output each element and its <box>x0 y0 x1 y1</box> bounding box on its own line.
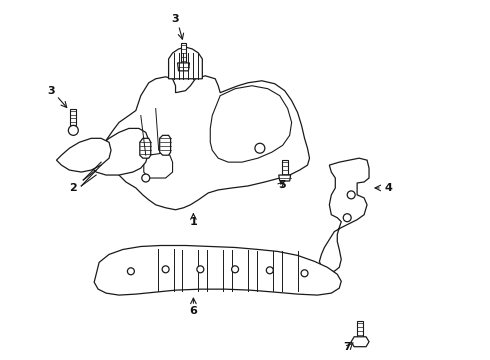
Circle shape <box>255 143 265 153</box>
Circle shape <box>267 267 273 274</box>
Polygon shape <box>357 321 363 337</box>
Polygon shape <box>86 129 149 175</box>
Polygon shape <box>160 135 171 155</box>
Text: 6: 6 <box>190 306 197 316</box>
Circle shape <box>301 270 308 277</box>
Polygon shape <box>210 86 292 162</box>
Polygon shape <box>351 337 369 347</box>
Polygon shape <box>101 76 310 210</box>
Polygon shape <box>56 138 111 172</box>
Polygon shape <box>180 43 187 63</box>
Text: 3: 3 <box>172 14 179 24</box>
Circle shape <box>197 266 204 273</box>
Text: 7: 7 <box>343 342 351 352</box>
Text: 5: 5 <box>278 180 286 190</box>
Text: 2: 2 <box>70 183 77 193</box>
Circle shape <box>343 214 351 222</box>
Text: 4: 4 <box>385 183 393 193</box>
Polygon shape <box>282 160 288 175</box>
Circle shape <box>162 266 169 273</box>
Circle shape <box>127 268 134 275</box>
Polygon shape <box>71 109 76 125</box>
Polygon shape <box>169 47 202 79</box>
Text: 1: 1 <box>190 217 197 227</box>
Text: 3: 3 <box>48 86 55 96</box>
Circle shape <box>142 174 150 182</box>
Polygon shape <box>94 246 341 295</box>
Polygon shape <box>144 152 172 178</box>
Circle shape <box>69 125 78 135</box>
Polygon shape <box>319 158 369 271</box>
Polygon shape <box>279 175 291 181</box>
Polygon shape <box>177 63 190 71</box>
Polygon shape <box>140 138 151 158</box>
Circle shape <box>232 266 239 273</box>
Circle shape <box>347 191 355 199</box>
